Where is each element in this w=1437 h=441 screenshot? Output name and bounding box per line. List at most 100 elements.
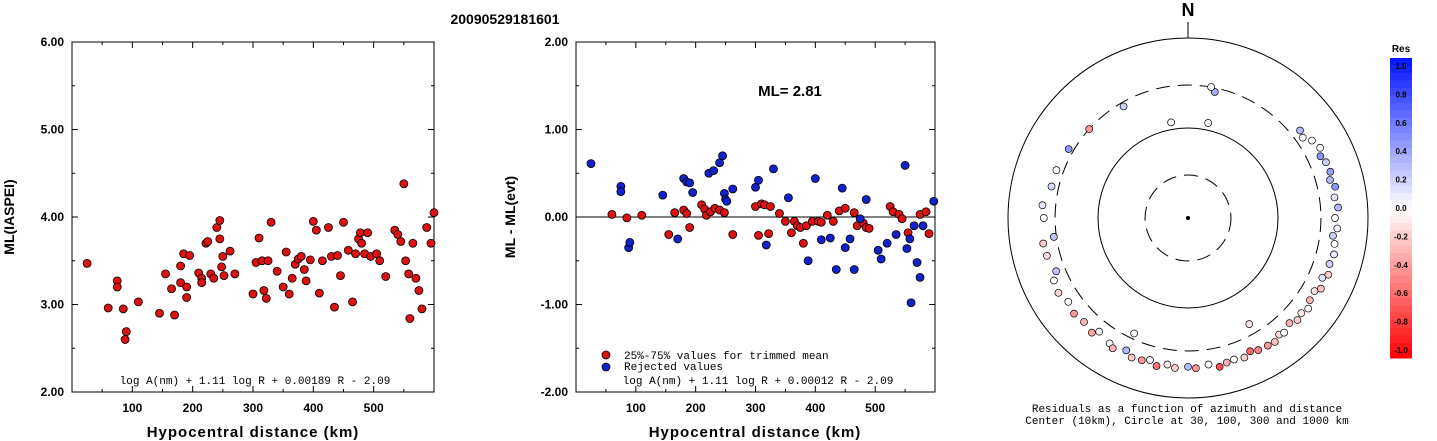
data-point-red bbox=[287, 273, 297, 283]
colorbar-segment bbox=[1390, 260, 1412, 269]
data-point-red bbox=[167, 284, 176, 294]
data-point-red bbox=[266, 217, 276, 227]
station-marker bbox=[1070, 309, 1078, 318]
legend-label-trimmed: 25%-75% values for trimmed mean bbox=[624, 351, 829, 363]
data-point-red bbox=[924, 229, 934, 239]
data-point-blue bbox=[586, 159, 596, 169]
data-point-red bbox=[218, 251, 228, 261]
station-marker bbox=[1039, 239, 1048, 248]
data-point-red bbox=[422, 223, 432, 232]
colorbar-segment bbox=[1390, 275, 1412, 284]
colorbar-segment bbox=[1390, 335, 1412, 344]
y-tick-label: -2.00 bbox=[541, 385, 569, 399]
data-point-red bbox=[801, 221, 811, 231]
data-point-red bbox=[281, 247, 291, 257]
colorbar-segment bbox=[1390, 230, 1412, 239]
data-point-red bbox=[637, 210, 647, 220]
ring-300km bbox=[1054, 84, 1322, 352]
panel-ml-iaspei: 100 200 300 400 500 2.00 3.00 4.00 5.00 6.00 log … bbox=[1, 35, 439, 441]
colorbar-segment bbox=[1390, 118, 1412, 126]
data-point-blue bbox=[873, 245, 883, 255]
center-dot bbox=[1186, 216, 1190, 220]
colorbar-segment bbox=[1390, 253, 1412, 261]
data-point-red bbox=[209, 273, 219, 283]
y-tick-label: 6.00 bbox=[41, 35, 65, 49]
y-tick-label: -1.00 bbox=[541, 298, 569, 312]
colorbar-segment bbox=[1390, 103, 1412, 111]
station-marker bbox=[1043, 251, 1051, 260]
x-tick-label: 100 bbox=[122, 401, 142, 415]
station-marker bbox=[1293, 316, 1302, 324]
data-point-red bbox=[219, 271, 229, 281]
north-label: N bbox=[1182, 0, 1195, 20]
data-point-blue bbox=[709, 166, 719, 176]
data-point-red bbox=[182, 293, 192, 302]
data-point-blue bbox=[761, 240, 771, 250]
data-point-red bbox=[311, 225, 321, 235]
y-axis-label: ML(IASPEI) bbox=[1, 179, 17, 254]
station-marker bbox=[1330, 239, 1339, 248]
station-marker bbox=[1254, 346, 1263, 354]
data-point-red bbox=[357, 238, 367, 248]
colorbar-segment bbox=[1390, 320, 1412, 329]
colorbar-segment bbox=[1390, 65, 1412, 74]
station-marker bbox=[1331, 214, 1339, 222]
colorbar-tick-label: 1.0 bbox=[1395, 62, 1407, 71]
station-marker bbox=[1326, 167, 1335, 176]
colorbar-segment bbox=[1390, 88, 1412, 96]
station-marker bbox=[1298, 133, 1307, 142]
data-point-red bbox=[897, 214, 907, 224]
colorbar-segment bbox=[1390, 305, 1412, 314]
data-point-blue bbox=[803, 256, 813, 266]
data-point-red bbox=[351, 249, 360, 259]
data-point-red bbox=[176, 278, 186, 288]
data-point-blue bbox=[825, 233, 835, 243]
data-point-red bbox=[305, 255, 315, 265]
data-point-red bbox=[112, 282, 122, 292]
data-point-red bbox=[840, 203, 850, 213]
station-marker bbox=[1317, 284, 1325, 293]
station-marker bbox=[1152, 362, 1161, 370]
y-tick-label: 2.00 bbox=[545, 35, 569, 49]
station-marker bbox=[1119, 102, 1128, 111]
station-marker bbox=[1270, 338, 1279, 346]
data-point-red bbox=[155, 308, 164, 318]
station-marker bbox=[1064, 297, 1073, 306]
points bbox=[82, 179, 439, 344]
station-marker bbox=[1324, 270, 1333, 279]
colorbar-segment bbox=[1390, 80, 1412, 89]
data-point-blue bbox=[849, 265, 859, 274]
colorbar-segment bbox=[1390, 163, 1412, 171]
station-marker bbox=[1326, 176, 1334, 184]
data-point-red bbox=[404, 269, 414, 279]
station-marker bbox=[1137, 356, 1146, 365]
data-point-blue bbox=[909, 221, 919, 231]
data-point-red bbox=[764, 229, 774, 239]
data-point-red bbox=[254, 233, 264, 243]
station-marker bbox=[1215, 362, 1224, 371]
data-point-red bbox=[363, 228, 373, 238]
panel-ml-residual: 100 200 300 400 500 -2.00 -1.00 0.00 1.00 2.00 ML… bbox=[502, 35, 939, 441]
data-point-red bbox=[864, 223, 874, 233]
data-point-blue bbox=[902, 244, 912, 253]
station-marker bbox=[1052, 267, 1061, 276]
colorbar-segment bbox=[1390, 343, 1412, 351]
station-marker bbox=[1308, 136, 1316, 145]
station-marker bbox=[1146, 356, 1154, 364]
colorbar-segment bbox=[1390, 170, 1412, 179]
data-point-blue bbox=[900, 160, 910, 170]
x-tick-label: 300 bbox=[243, 401, 263, 415]
data-point-blue bbox=[855, 214, 865, 224]
data-point-red bbox=[185, 251, 195, 260]
station-marker bbox=[1127, 353, 1136, 362]
station-marker bbox=[1052, 166, 1061, 174]
data-point-red bbox=[170, 310, 179, 320]
station-marker bbox=[1085, 125, 1094, 133]
data-point-red bbox=[215, 234, 225, 244]
y-tick-label: 5.00 bbox=[41, 123, 65, 137]
data-point-blue bbox=[810, 174, 820, 183]
data-point-red bbox=[182, 282, 192, 292]
data-point-red bbox=[417, 304, 427, 314]
x-tick-label: 200 bbox=[183, 401, 203, 415]
